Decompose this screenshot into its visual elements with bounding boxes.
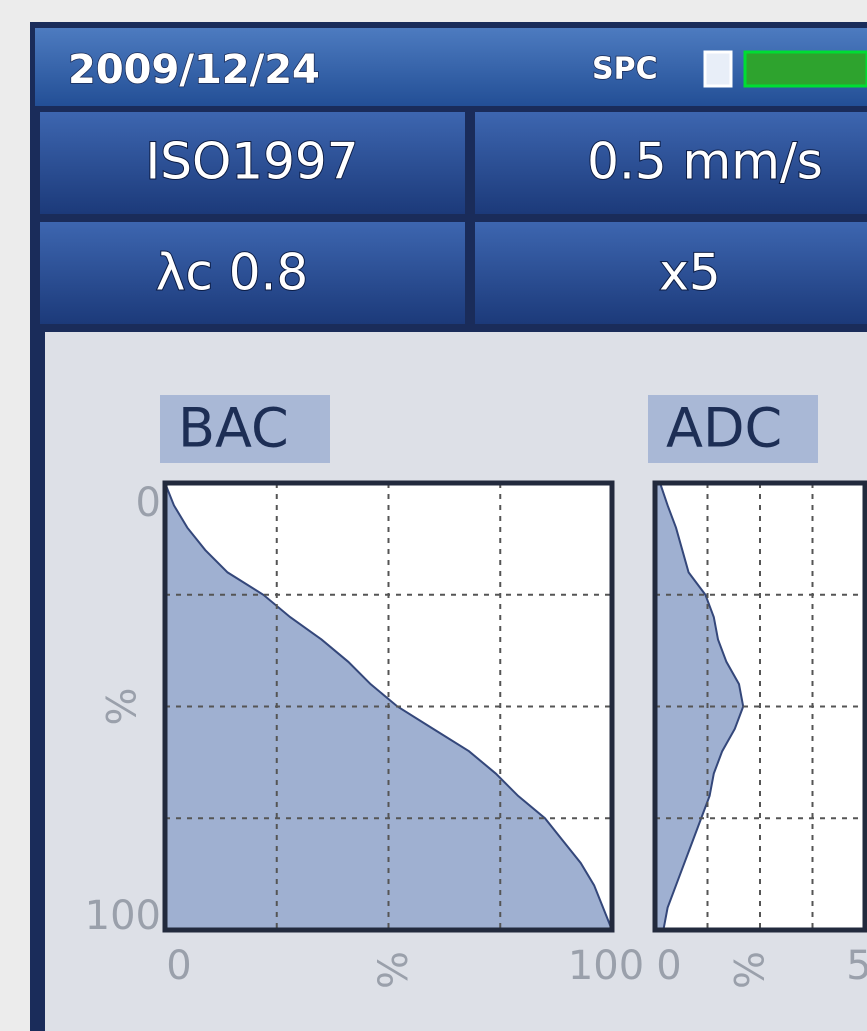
chart-title: BAC [178, 397, 289, 460]
x-tick-label: 0 [166, 943, 191, 989]
y-axis-label: % [96, 687, 142, 725]
y-tick-label: 100 [85, 893, 161, 939]
x-tick-label: 5 [846, 943, 867, 989]
x-axis-label: % [368, 951, 414, 989]
battery-icon [745, 52, 867, 86]
speed: 0.5 mm/s [587, 133, 823, 191]
chart-title: ADC [666, 397, 782, 460]
device-screen: 2009/12/24 SPC ISO1997 0.5 mm/s λc 0.8 x… [0, 0, 867, 1031]
date: 2009/12/24 [68, 47, 320, 93]
x-tick-label: 0 [656, 943, 681, 989]
card-icon [705, 52, 731, 86]
x-axis-label: % [724, 951, 770, 989]
magnification: x5 [659, 244, 720, 302]
page: 2009/12/24 SPC ISO1997 0.5 mm/s λc 0.8 x… [0, 0, 867, 1031]
cutoff: λc 0.8 [156, 244, 309, 302]
standard: ISO1997 [145, 133, 358, 191]
x-tick-label: 100 [568, 943, 644, 989]
mode: SPC [592, 52, 658, 87]
y-tick-label: 0 [136, 480, 161, 526]
